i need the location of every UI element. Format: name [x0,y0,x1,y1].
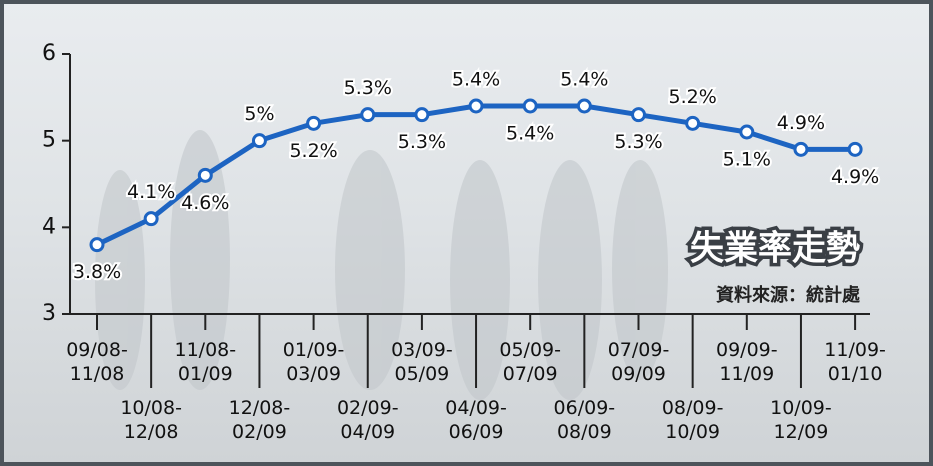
y-tick-label: 6 [42,41,56,66]
data-point [468,98,484,114]
value-label: 5.2% [669,86,717,108]
background-figures [95,130,668,400]
value-label: 5.1% [723,149,771,171]
value-label: 5.4% [506,123,554,145]
x-tick-label: 08/09-10/09 [661,397,724,443]
x-tick-label: 04/09-06/09 [445,397,507,443]
x-tick-label: 07/09-09/09 [607,339,670,385]
data-point [306,115,322,131]
x-tick-label: 02/09-04/09 [336,397,399,443]
chart-title: 失業率走勢 [690,229,860,269]
x-tick-label: 11/08-01/09 [174,339,237,385]
value-label: 4.9% [777,112,825,134]
data-point [360,107,376,123]
x-tick-label: 03/09-05/09 [391,339,453,385]
value-label: 5.3% [614,131,662,153]
x-tick-label: 10/08-12/08 [120,397,182,443]
source-note: 資料來源：統計處 [716,284,860,306]
value-label: 5.3% [344,77,392,99]
x-tick-label: 09/08-11/08 [66,339,128,385]
value-label: 5.4% [452,69,500,91]
value-label: 5.4% [560,69,608,91]
y-tick-label: 4 [42,214,56,239]
data-point [631,107,646,123]
data-point [414,107,430,123]
data-point [197,167,213,183]
y-tick-label: 5 [42,128,56,153]
x-tick-label: 06/09-08/09 [553,397,616,443]
data-point [251,133,267,149]
x-tick-label: 01/09-03/09 [282,339,345,385]
y-tick-label: 3 [42,301,56,326]
data-point [739,124,755,140]
data-point [89,237,105,253]
x-tick-label: 10/09-12/09 [770,397,832,443]
value-label: 5.3% [398,131,446,153]
value-label: 4.9% [831,166,879,188]
value-label: 4.6% [181,192,229,214]
value-label: 5% [244,103,274,125]
x-tick-label: 05/09-07/09 [499,339,561,385]
value-label: 4.1% [127,181,175,203]
data-point [522,98,538,114]
x-tick-label: 12/08-02/09 [228,397,291,443]
data-point [793,141,809,157]
value-label: 5.2% [289,140,337,162]
data-point [576,98,592,114]
data-point [143,211,159,227]
data-point [685,115,701,131]
x-tick-label: 11/09-01/10 [824,339,886,385]
x-tick-label: 09/09-11/09 [715,339,778,385]
value-label: 3.8% [73,261,121,283]
data-point [847,141,863,157]
